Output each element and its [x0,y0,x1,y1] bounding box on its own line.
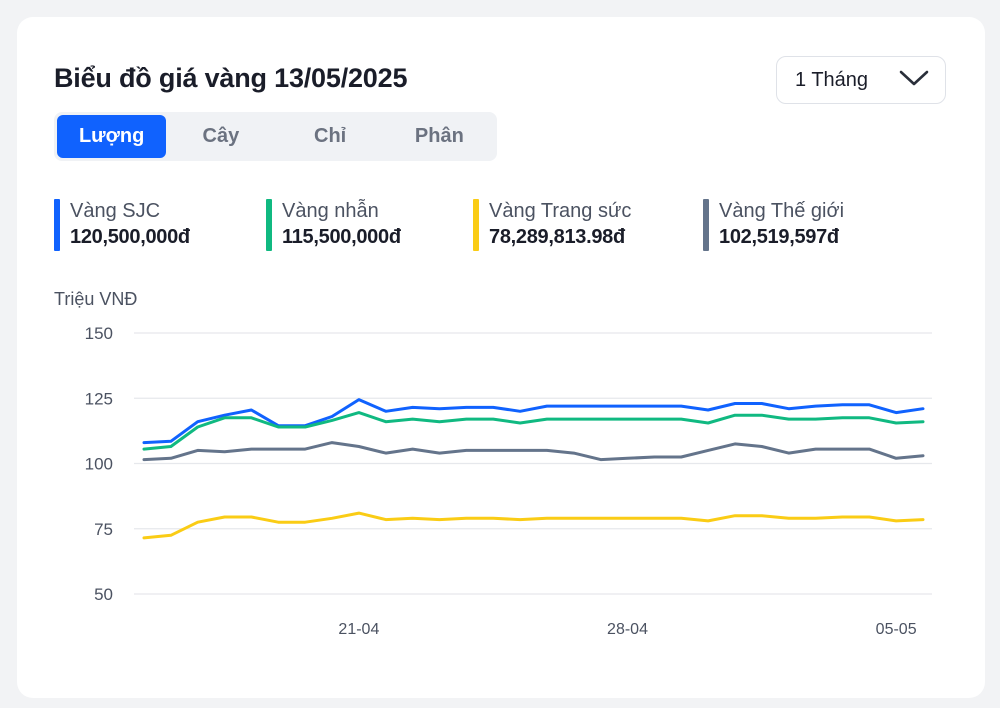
series-line-3 [142,441,925,462]
period-select[interactable]: 1 Tháng [776,56,946,104]
legend-item-sjc: Vàng SJC 120,500,000đ [54,199,190,251]
y-tick-label: 125 [85,389,113,408]
gold-price-line-chart: Triệu VNĐ507510012515021-0428-0405-0512-… [54,289,932,638]
legend-value: 102,519,597đ [719,226,839,248]
period-select-label: 1 Tháng [795,68,869,91]
y-tick-label: 150 [85,324,113,343]
y-axis-title: Triệu VNĐ [54,289,137,309]
legend-value: 115,500,000đ [282,226,401,248]
x-tick-label: 28-04 [607,621,648,638]
legend-name: Vàng Trang sức [489,200,632,222]
tab-chi[interactable]: Chỉ [314,125,347,147]
tab-luong[interactable]: Lượng [57,115,167,158]
legend-color-bar [473,199,479,251]
legend: Vàng SJC 120,500,000đ Vàng nhẫn 115,500,… [54,199,974,251]
tab-cay[interactable]: Cây [202,125,240,147]
gold-price-card: Biểu đồ giá vàng 13/05/2025 1 Tháng Lượn… [17,17,985,698]
series-line-2 [142,511,925,540]
legend-item-trang-suc: Vàng Trang sức 78,289,813.98đ [473,199,631,251]
chevron-down-icon [899,68,929,93]
x-tick-label: 05-05 [876,621,917,638]
legend-item-the-gioi: Vàng Thế giới 102,519,597đ [703,199,844,251]
legend-color-bar [266,199,272,251]
legend-color-bar [54,199,60,251]
unit-tabs: Lượng Cây Chỉ Phân [54,112,497,161]
y-tick-label: 50 [94,585,113,604]
series-line-1 [142,411,925,451]
y-tick-label: 100 [85,455,113,474]
legend-name: Vàng Thế giới [719,200,845,222]
page-title: Biểu đồ giá vàng 13/05/2025 [54,63,408,93]
y-tick-label: 75 [94,520,113,539]
legend-value: 120,500,000đ [70,226,190,248]
legend-name: Vàng nhẫn [282,200,379,222]
legend-color-bar [703,199,709,251]
series-line-0 [142,398,925,445]
tab-phan[interactable]: Phân [414,125,464,147]
x-tick-label: 21-04 [338,621,379,638]
legend-item-nhan: Vàng nhẫn 115,500,000đ [266,199,401,251]
legend-name: Vàng SJC [70,200,161,222]
legend-value: 78,289,813.98đ [489,226,625,248]
